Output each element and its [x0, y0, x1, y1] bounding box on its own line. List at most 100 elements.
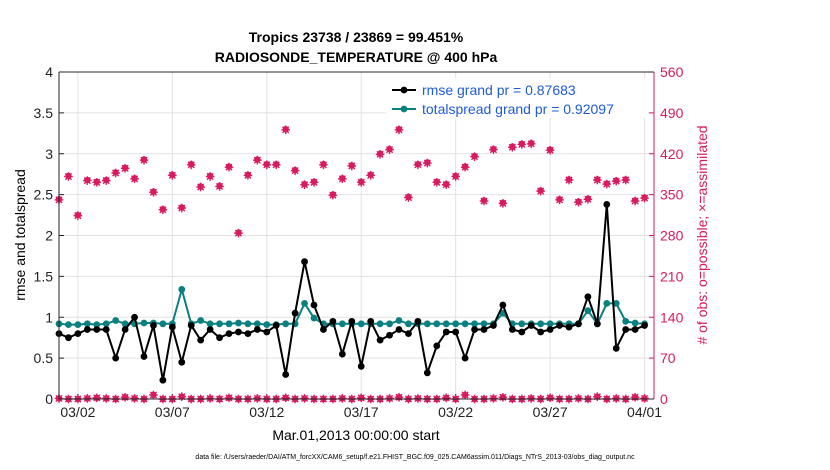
- obs-star-stroke: [149, 391, 158, 399]
- y-right-tick-label: 350: [660, 187, 684, 203]
- legend-spread-label: totalspread grand pr = 0.92097: [422, 101, 614, 117]
- obs-assimilated-point: [290, 166, 300, 175]
- obs-star-stroke: [622, 176, 630, 184]
- rmse-point: [622, 326, 630, 333]
- totalspread-point: [405, 320, 412, 328]
- obs-assimilated-point: [120, 164, 130, 173]
- obs-star-stroke: [244, 171, 252, 179]
- obs-assimilated-point: [130, 174, 139, 184]
- totalspread-point: [461, 320, 469, 328]
- obs-star-stroke: [395, 126, 403, 134]
- x-tick-label: 03/07: [155, 404, 190, 420]
- rmse-point: [414, 317, 422, 325]
- totalspread-point: [93, 321, 101, 329]
- chart-title: Tropics 23738 / 23869 = 99.451%: [249, 29, 464, 45]
- obs-star-stroke: [574, 198, 583, 206]
- obs-star-stroke: [461, 391, 469, 399]
- obs-star-stroke: [546, 394, 554, 402]
- totalspread-point: [471, 320, 478, 328]
- rmse-point: [480, 326, 488, 333]
- totalspread-point: [197, 317, 205, 324]
- rmse-point: [405, 330, 412, 337]
- rmse-point: [631, 326, 639, 333]
- obs-star-stroke: [83, 394, 91, 403]
- totalspread-point: [178, 286, 186, 293]
- obs-layer: [54, 125, 649, 404]
- obs-assimilated-point: [366, 171, 375, 180]
- rmse-point: [367, 317, 375, 325]
- rmse-point: [433, 342, 441, 350]
- obs-assimilated-point: [83, 176, 92, 185]
- obs-assimilated-point: [309, 178, 319, 187]
- obs-star-stroke: [130, 175, 139, 183]
- obs-assimilated-point: [196, 182, 205, 192]
- obs-assimilated-point: [300, 180, 309, 189]
- obs-rejected-star: [574, 394, 583, 403]
- totalspread-point: [376, 320, 384, 328]
- rmse-point: [546, 326, 554, 333]
- obs-star-stroke: [357, 178, 365, 186]
- obs-star-stroke: [555, 196, 564, 204]
- x-tick-label: 03/17: [344, 404, 379, 420]
- totalspread-point: [282, 320, 290, 328]
- obs-assimilated-point: [508, 143, 517, 152]
- rmse-point: [206, 326, 214, 333]
- obs-star-stroke: [593, 176, 601, 184]
- obs-assimilated-point: [111, 168, 120, 178]
- obs-assimilated-point: [441, 180, 451, 189]
- obs-assimilated-point: [621, 175, 630, 185]
- obs-assimilated-point: [526, 139, 536, 149]
- rmse-point: [121, 326, 129, 333]
- rmse-point: [244, 330, 252, 337]
- obs-assimilated-point: [177, 203, 187, 213]
- obs-assimilated-point: [432, 178, 442, 187]
- obs-rejected-star: [394, 392, 404, 402]
- totalspread-point: [603, 299, 611, 307]
- obs-assimilated-point: [460, 162, 470, 172]
- rmse-point: [518, 328, 526, 336]
- rmse-point: [282, 371, 290, 378]
- y-left-tick-label: 3: [45, 146, 53, 162]
- totalspread-point: [159, 320, 167, 328]
- obs-assimilated-point: [262, 160, 272, 170]
- obs-rejected-star: [593, 392, 602, 401]
- rmse-point: [575, 320, 582, 328]
- rmse-point: [490, 322, 497, 329]
- obs-star-stroke: [489, 394, 498, 403]
- obs-star-stroke: [197, 183, 205, 191]
- totalspread-point: [74, 321, 82, 329]
- totalspread-point: [263, 321, 271, 329]
- rmse-point: [150, 322, 157, 329]
- totalspread-point: [244, 320, 252, 328]
- totalspread-point: [480, 320, 488, 328]
- y-left-tick-label: 2: [45, 228, 53, 244]
- obs-assimilated-point: [545, 145, 555, 155]
- x-tick-label: 03/02: [60, 404, 95, 420]
- obs-assimilated-point: [205, 172, 215, 181]
- totalspread-point: [433, 320, 441, 328]
- rmse-point: [499, 301, 507, 309]
- obs-assimilated-point: [498, 199, 508, 208]
- obs-rejected-star: [300, 394, 309, 403]
- obs-star-stroke: [187, 161, 195, 169]
- obs-star-stroke: [385, 394, 394, 403]
- y-axis-label-left: rmse and totalspread: [12, 169, 28, 301]
- totalspread-point: [631, 319, 639, 327]
- obs-rejected-star: [253, 394, 262, 403]
- obs-star-stroke: [338, 394, 346, 403]
- obs-assimilated-point: [73, 211, 83, 220]
- obs-star-stroke: [159, 206, 167, 214]
- rmse-point: [593, 320, 601, 328]
- obs-star-stroke: [102, 394, 110, 403]
- obs-rejected-star: [149, 390, 158, 400]
- obs-rejected-star: [205, 394, 215, 403]
- x-tick-label: 03/12: [249, 404, 284, 420]
- obs-assimilated-point: [583, 194, 593, 204]
- rmse-point: [74, 330, 82, 337]
- obs-star-stroke: [640, 194, 649, 202]
- obs-star-stroke: [168, 171, 176, 179]
- obs-star-stroke: [414, 161, 422, 169]
- rmse-point: [584, 293, 592, 301]
- totalspread-point: [102, 320, 110, 328]
- obs-rejected-star: [526, 394, 536, 403]
